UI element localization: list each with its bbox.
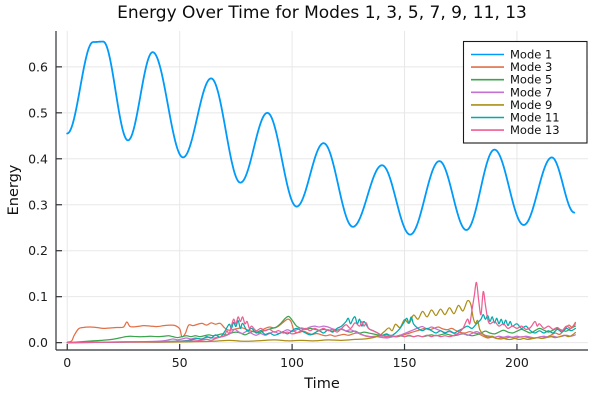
series-line-mode-7 bbox=[66, 325, 577, 344]
series-line-mode-1 bbox=[66, 40, 576, 236]
x-tick-label: 50 bbox=[172, 355, 188, 370]
legend-label-mode-9: Mode 9 bbox=[510, 98, 552, 112]
legend-label-mode-13: Mode 13 bbox=[510, 123, 560, 137]
series-line-mode-9 bbox=[66, 299, 577, 344]
legend-label-mode-5: Mode 5 bbox=[510, 73, 552, 87]
legend-label-mode-1: Mode 1 bbox=[510, 48, 552, 62]
y-tick-label: 0.5 bbox=[28, 105, 48, 120]
series-line-mode-13 bbox=[66, 281, 577, 344]
x-tick-label: 0 bbox=[63, 355, 71, 370]
y-tick-label: 0.0 bbox=[28, 335, 48, 350]
y-axis-label: Energy bbox=[6, 164, 22, 216]
y-tick-label: 0.1 bbox=[28, 289, 48, 304]
chart-title: Energy Over Time for Modes 1, 3, 5, 7, 9… bbox=[117, 3, 527, 23]
x-tick-label: 200 bbox=[505, 355, 529, 370]
x-axis-label: Time bbox=[304, 376, 340, 392]
legend-label-mode-3: Mode 3 bbox=[510, 60, 552, 74]
y-tick-label: 0.6 bbox=[28, 59, 48, 74]
y-tick-label: 0.2 bbox=[28, 243, 48, 258]
y-tick-label: 0.4 bbox=[28, 151, 48, 166]
x-tick-label: 100 bbox=[280, 355, 304, 370]
y-tick-label: 0.3 bbox=[28, 197, 48, 212]
x-tick-label: 150 bbox=[393, 355, 417, 370]
legend-label-mode-11: Mode 11 bbox=[510, 111, 560, 125]
legend-label-mode-7: Mode 7 bbox=[510, 85, 552, 99]
